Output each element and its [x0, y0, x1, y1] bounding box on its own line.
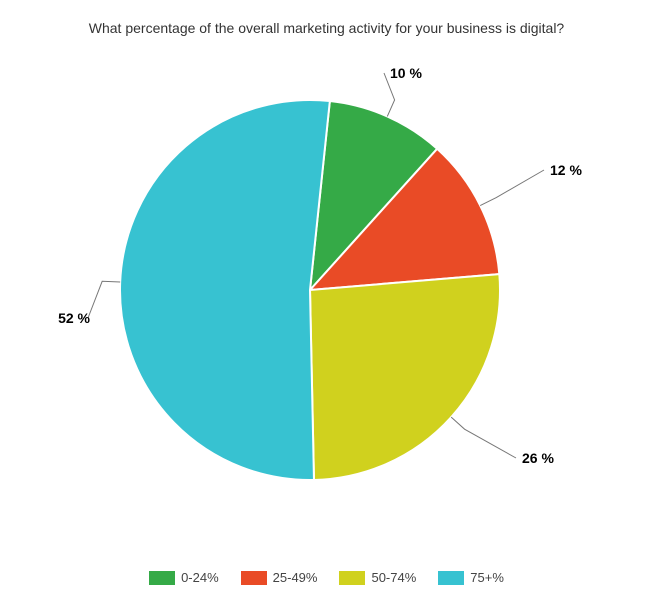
leader-line: [451, 417, 516, 458]
slice-value-label: 12 %: [550, 162, 582, 178]
legend-item: 50-74%: [339, 570, 416, 585]
legend-label: 25-49%: [273, 570, 318, 585]
leader-line: [480, 170, 544, 206]
legend-item: 25-49%: [241, 570, 318, 585]
legend-swatch: [339, 571, 365, 585]
legend-label: 75+%: [470, 570, 504, 585]
leader-line: [88, 281, 120, 318]
slice-value-label: 26 %: [522, 450, 554, 466]
legend-swatch: [149, 571, 175, 585]
chart-root: { "chart": { "type": "pie", "title": "Wh…: [0, 0, 653, 600]
legend-item: 75+%: [438, 570, 504, 585]
legend-label: 50-74%: [371, 570, 416, 585]
legend-label: 0-24%: [181, 570, 219, 585]
legend-swatch: [438, 571, 464, 585]
pie-chart-svg: [0, 0, 653, 600]
legend: 0-24% 25-49% 50-74% 75+%: [0, 570, 653, 585]
pie-slice: [120, 100, 330, 480]
slice-value-label: 10 %: [390, 65, 422, 81]
pie-slice: [310, 274, 500, 480]
pie-slices-group: [120, 100, 500, 480]
slice-value-label: 52 %: [58, 310, 90, 326]
legend-swatch: [241, 571, 267, 585]
legend-item: 0-24%: [149, 570, 219, 585]
